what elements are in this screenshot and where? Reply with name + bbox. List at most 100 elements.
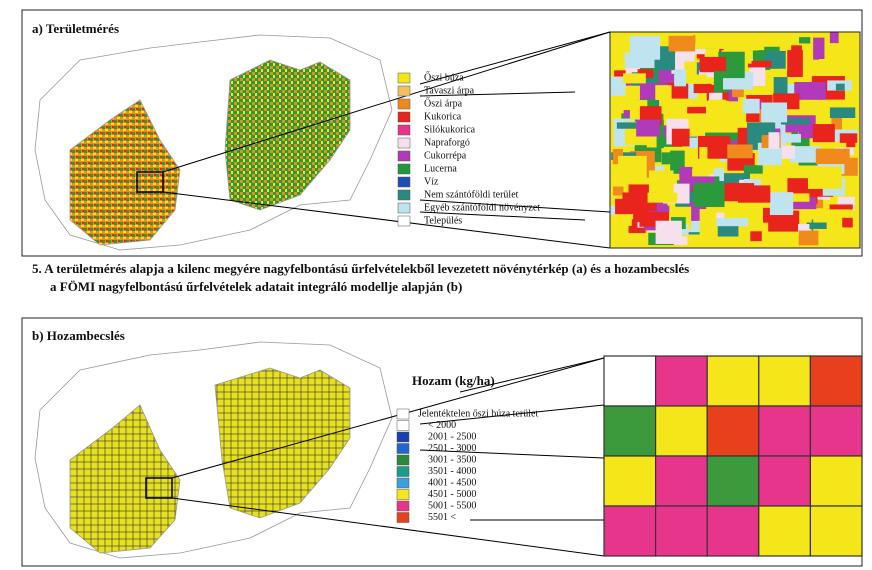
legend-label: Cukorrépa — [424, 150, 467, 161]
zoom-lines-b — [171, 357, 605, 557]
zoom-cell — [654, 355, 708, 407]
zoom-field — [812, 124, 835, 143]
zoom-field — [708, 99, 727, 121]
zoom-field — [831, 109, 842, 133]
zoom-field — [820, 234, 832, 242]
zoom-field — [674, 69, 687, 87]
zoom-cell — [706, 355, 760, 407]
zoom-field — [699, 147, 708, 164]
zoom-field — [682, 220, 701, 233]
zoom-lines-a — [162, 31, 611, 249]
caption-line: 5. A területmérés alapja a kilenc megyér… — [32, 261, 689, 276]
zoom-field — [839, 133, 858, 143]
zoom-field — [675, 224, 689, 235]
zoom-field — [782, 193, 810, 202]
legend-label: 5001 - 5500 — [428, 500, 476, 511]
legend-label: 4001 - 4500 — [428, 477, 476, 488]
zoom-field — [799, 37, 811, 44]
legend-swatch — [397, 137, 411, 149]
zoom-field — [698, 70, 721, 78]
legend-label: Napraforgó — [424, 137, 470, 148]
legend-swatch — [396, 489, 410, 500]
zoom-field — [807, 166, 842, 189]
zoom-field — [715, 217, 749, 227]
leader-line — [419, 31, 611, 85]
zoom-field — [789, 146, 821, 163]
leader-line — [419, 199, 611, 213]
zoom-field — [612, 148, 623, 165]
zoom-cell — [654, 455, 708, 507]
zoom-field — [806, 222, 827, 229]
zoom-field — [738, 185, 771, 203]
zoom-field — [705, 56, 727, 72]
legend-swatch — [396, 420, 410, 431]
legend-swatch — [397, 85, 411, 97]
legend-label: 3001 - 3500 — [428, 454, 476, 465]
zoom-field — [787, 50, 803, 78]
legend-swatch — [397, 111, 411, 123]
zoom-field — [618, 155, 647, 179]
leader-line — [419, 91, 576, 97]
caption-line: a FÖMI nagyfelbontású űrfelvételek adata… — [50, 279, 462, 294]
legend-swatch — [396, 408, 410, 420]
zoom-field — [829, 107, 856, 119]
zoom-cell — [603, 405, 657, 457]
map-a — [34, 34, 393, 251]
zoom-field — [613, 186, 624, 196]
zoom-cell — [603, 505, 657, 557]
zoom-field — [708, 92, 723, 105]
legend-swatch — [397, 163, 411, 175]
zoom-frame — [609, 31, 861, 249]
zoom-field — [610, 76, 626, 96]
zoom-field — [829, 32, 839, 44]
panel-b-title: b) Hozambecslés — [32, 328, 125, 343]
legend-label: 3501 - 4000 — [428, 466, 476, 477]
legend-label: Őszi árpa — [424, 97, 463, 109]
zoom-field — [794, 81, 826, 100]
zoom-field — [713, 168, 724, 182]
zoom-mosaic — [609, 31, 861, 249]
zoom-field — [811, 199, 824, 209]
legend-swatch — [397, 98, 411, 110]
legend-label: Silókukorica — [424, 124, 476, 135]
zoom-cell — [654, 405, 708, 457]
map-b — [34, 341, 393, 559]
zoom-field — [663, 110, 675, 126]
legend-swatch — [397, 189, 411, 201]
zoom-field — [846, 140, 856, 148]
zoom-field — [648, 205, 670, 212]
zoom-field — [623, 73, 646, 84]
zoom-field — [671, 128, 690, 147]
zoom-field — [813, 37, 825, 60]
zoom-cell — [758, 405, 811, 457]
leader-line — [419, 211, 586, 221]
zoom-cell — [809, 505, 863, 557]
legend-label: Tavaszi árpa — [424, 85, 475, 96]
zoom-field — [727, 144, 753, 159]
legend-swatch — [397, 176, 411, 188]
zoom-field — [648, 170, 674, 193]
zoom-cell — [706, 455, 760, 507]
zoom-field — [732, 85, 744, 98]
zoom-field — [768, 210, 800, 232]
zoom-field — [761, 102, 788, 123]
legend-swatch — [396, 454, 410, 466]
legend-label: 2501 - 3000 — [428, 443, 476, 454]
legend-swatch — [397, 150, 411, 162]
zoom-field — [687, 137, 705, 148]
zoom-cell — [706, 405, 760, 457]
zoom-field — [768, 132, 780, 150]
zoom-field — [743, 165, 763, 174]
zoom-field — [699, 209, 717, 236]
zoom-field — [774, 134, 801, 143]
legend-label: Jelentéktelen őszi búza terület — [418, 408, 538, 419]
zoom-cell — [758, 455, 811, 507]
zoom-field — [742, 98, 760, 114]
zoom-cell — [758, 355, 811, 407]
panel-a-frame — [21, 9, 863, 257]
zoom-cell — [654, 505, 708, 557]
panel-a-title: a) Területmérés — [32, 21, 119, 36]
legend-label: Kukorica — [424, 111, 462, 122]
leader-line — [419, 404, 605, 425]
